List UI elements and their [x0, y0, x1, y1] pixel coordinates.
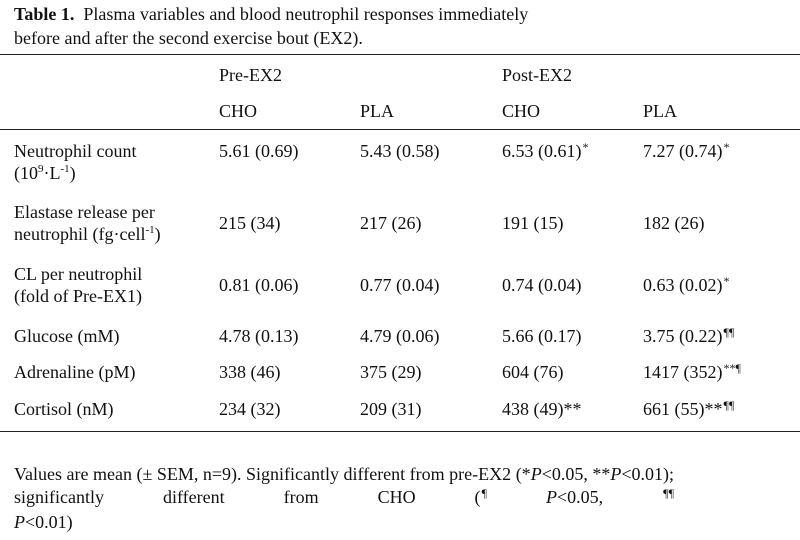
table-cell: 338 (46) [219, 362, 281, 382]
table-caption: Table 1. Plasma variables and blood neut… [14, 2, 784, 50]
table-cell: 6.53 (0.61)* [502, 140, 589, 161]
table-cell: 7.27 (0.74)* [643, 140, 730, 161]
table-cell: 5.43 (0.58) [360, 141, 440, 161]
table-cell: 4.79 (0.06) [360, 326, 440, 346]
footnote-line-1: Values are mean (± SEM, n=9). Significan… [14, 464, 512, 484]
table-number: Table 1. [14, 4, 75, 24]
caption-text-1: Plasma variables and blood neutrophil re… [83, 4, 529, 24]
table-cell: 0.77 (0.04) [360, 275, 440, 295]
footnote-line-2: (*P<0.05, **P<0.01); significantly diffe… [14, 464, 675, 507]
table-cell: 5.66 (0.17) [502, 326, 582, 346]
row-label-cl-per-neutrophil: CL per neutrophil (fold of Pre-EX1) [14, 264, 143, 306]
table-bottom-rule [0, 431, 800, 432]
table-cell: 4.78 (0.13) [219, 326, 299, 346]
table-cell: 3.75 (0.22)¶¶ [643, 325, 735, 346]
table-cell: 209 (31) [360, 399, 422, 419]
row-label-neutrophil-count: Neutrophil count (109·L-1) [14, 141, 137, 183]
caption-line-2: before and after the second exercise bou… [14, 28, 363, 48]
table-cell: 5.61 (0.69) [219, 141, 299, 161]
table-cell: 217 (26) [360, 213, 422, 233]
table-top-rule [0, 54, 800, 55]
table-cell: 661 (55)**¶¶ [643, 398, 735, 419]
header-rule [0, 129, 800, 130]
row-label-adrenaline: Adrenaline (pM) [14, 362, 136, 382]
table-cell: 604 (76) [502, 362, 564, 382]
table-cell: 0.63 (0.02)* [643, 274, 730, 295]
table-cell: 215 (34) [219, 213, 281, 233]
table-cell: 0.81 (0.06) [219, 275, 299, 295]
table-footnote: Values are mean (± SEM, n=9). Significan… [14, 463, 674, 534]
header-col-post-pla: PLA [643, 101, 678, 121]
header-group-pre: Pre-EX2 [219, 65, 282, 85]
footnote-line-3: P<0.01) [14, 512, 73, 532]
row-label-glucose: Glucose (mM) [14, 326, 120, 346]
row-label-elastase: Elastase release per neutrophil (fg·cell… [14, 202, 161, 244]
table-cell: 0.74 (0.04) [502, 275, 582, 295]
table-cell: 182 (26) [643, 213, 705, 233]
table-cell: 191 (15) [502, 213, 564, 233]
row-label-cortisol: Cortisol (nM) [14, 399, 114, 419]
table-cell: 234 (32) [219, 399, 281, 419]
header-col-pre-pla: PLA [360, 101, 395, 121]
header-group-post: Post-EX2 [502, 65, 573, 85]
caption-line-1: Table 1. Plasma variables and blood neut… [14, 2, 784, 26]
header-col-post-cho: CHO [502, 101, 541, 121]
table-cell: 438 (49)** [502, 399, 582, 419]
table-cell: 375 (29) [360, 362, 422, 382]
table-cell: 1417 (352)**¶ [643, 361, 741, 382]
header-col-pre-cho: CHO [219, 101, 258, 121]
